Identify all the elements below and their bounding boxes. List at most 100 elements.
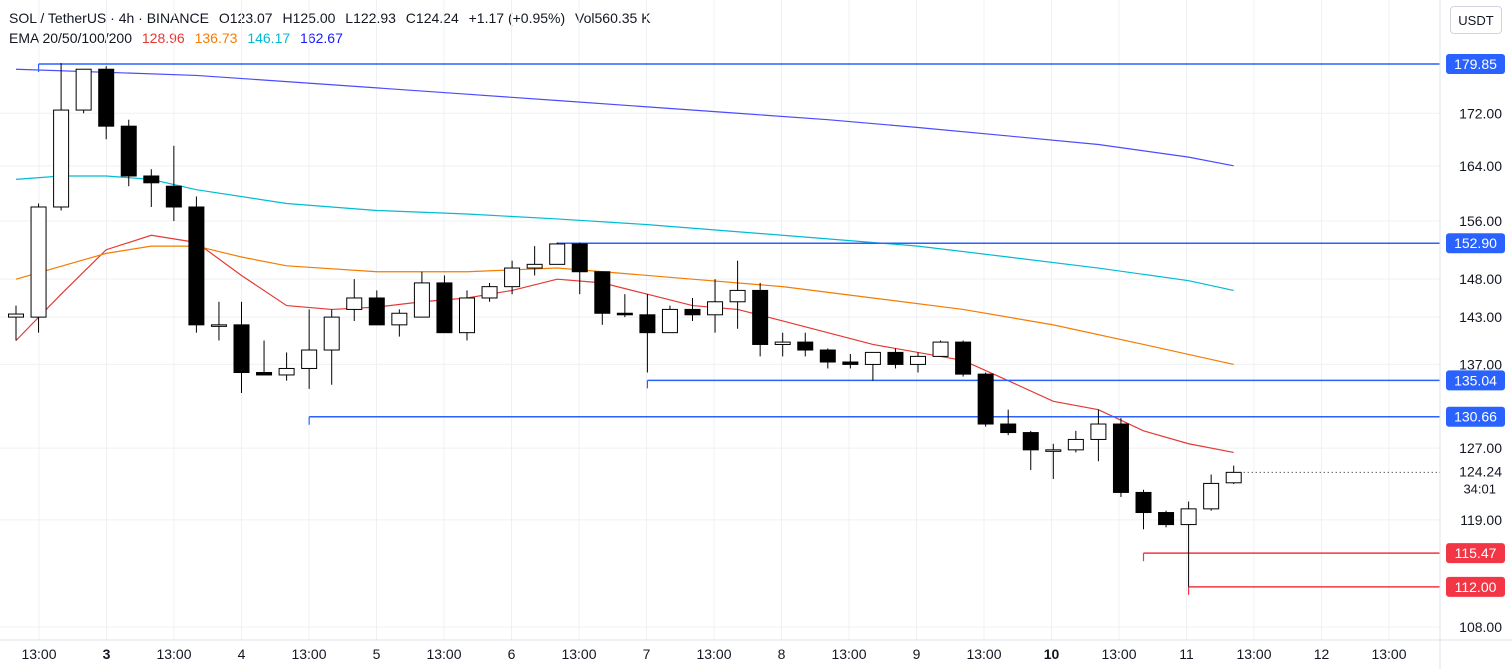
level-price-tag xyxy=(1446,543,1505,564)
candle-body xyxy=(368,297,385,326)
level-price-label: 115.47 xyxy=(1455,545,1497,561)
candle-body xyxy=(1135,491,1152,514)
level-price-label: 130.66 xyxy=(1454,409,1497,425)
candle-body xyxy=(752,289,769,345)
y-tick-label: 148.00 xyxy=(1459,271,1502,287)
x-tick-label: 6 xyxy=(508,646,516,662)
ema-100-value: 146.17 xyxy=(247,30,291,46)
candle-body xyxy=(571,243,588,273)
x-tick-label: 12 xyxy=(1314,646,1330,662)
ema-label: EMA 20/50/100/200 xyxy=(9,30,132,46)
candle-body xyxy=(910,355,926,365)
volume-value: Vol560.35 K xyxy=(575,10,651,26)
candle-body xyxy=(684,308,701,316)
x-tick-label: 11 xyxy=(1179,646,1194,662)
candle-body xyxy=(819,349,836,363)
candle-body xyxy=(233,324,250,374)
candle-body xyxy=(75,68,92,111)
candle-body xyxy=(707,301,724,316)
level-price-tag xyxy=(1446,54,1505,74)
candle-body xyxy=(143,175,160,184)
candle-body xyxy=(504,267,521,288)
change-value: +1.17 (+0.95%) xyxy=(468,10,566,26)
candle-body xyxy=(955,341,972,375)
candle-body xyxy=(188,206,205,326)
x-tick-label: 13:00 xyxy=(561,646,596,662)
y-tick-label: 137.00 xyxy=(1459,356,1502,372)
candles xyxy=(8,63,1242,587)
candle-body xyxy=(842,361,859,365)
x-tick-label: 13:00 xyxy=(966,646,1001,662)
candle-body xyxy=(256,372,273,376)
candle-body xyxy=(549,243,566,265)
ema-200-value: 162.67 xyxy=(300,30,343,46)
candle-body xyxy=(1225,471,1242,484)
candle-body xyxy=(301,349,318,369)
x-tick-label: 9 xyxy=(913,646,921,662)
price-unit-button[interactable]: USDT xyxy=(1450,6,1502,34)
candle-body xyxy=(616,312,633,316)
candle-body xyxy=(481,286,498,299)
candle-body xyxy=(1158,512,1175,526)
candle-body xyxy=(459,297,475,334)
candle-body xyxy=(278,367,295,376)
ohlc-header: SOL / TetherUS · 4h · BINANCE O123.07 H1… xyxy=(9,10,657,26)
candle-body xyxy=(1022,432,1039,451)
candle-body xyxy=(1000,423,1017,434)
candle-body xyxy=(346,297,363,310)
candle-body xyxy=(413,282,430,318)
x-tick-label: 13:00 xyxy=(831,646,866,662)
candle-body xyxy=(864,351,881,365)
close-value: C124.24 xyxy=(405,10,459,26)
x-tick-label: 13:00 xyxy=(426,646,461,662)
price-labels: 179.85 152.90 135.04 130.66 115.47 112.00 124.… xyxy=(1243,54,1505,597)
level-price-label: 179.85 xyxy=(1454,56,1497,72)
ema-line xyxy=(15,234,1234,454)
x-tick-label: 5 xyxy=(373,646,381,662)
x-tick-label: 10 xyxy=(1044,646,1060,662)
candle-body xyxy=(797,341,814,351)
bar-countdown-label: 34:01 xyxy=(1463,481,1496,496)
candle-body xyxy=(1090,423,1107,440)
candle-body xyxy=(120,125,137,177)
level-price-tag xyxy=(1446,576,1505,597)
candle-body xyxy=(1067,438,1084,451)
x-tick-label: 13:00 xyxy=(1371,646,1406,662)
open-value: O123.07 xyxy=(218,10,273,26)
ema-line xyxy=(15,245,1234,366)
ema-lines xyxy=(15,68,1234,454)
x-tick-label: 8 xyxy=(778,646,786,662)
low-value: L122.93 xyxy=(345,10,396,26)
x-tick-label: 4 xyxy=(238,646,246,662)
x-tick-label: 13:00 xyxy=(291,646,326,662)
x-tick-label: 13:00 xyxy=(1101,646,1136,662)
ema-legend[interactable]: EMA 20/50/100/200 128.96 136.73 146.17 1… xyxy=(9,30,349,46)
candle-body xyxy=(932,341,949,357)
x-tick-label: 13:00 xyxy=(1236,646,1271,662)
candle-body xyxy=(1203,482,1220,510)
ema-50-value: 136.73 xyxy=(194,30,238,46)
candle-body xyxy=(774,341,791,345)
candle-body xyxy=(1045,449,1062,452)
candle-body xyxy=(639,314,656,334)
candle-body xyxy=(165,185,182,208)
candle-body xyxy=(661,308,678,334)
symbol-label[interactable]: SOL / TetherUS · 4h · BINANCE xyxy=(9,10,209,26)
x-tick-label: 13:00 xyxy=(21,646,56,662)
x-tick-label: 13:00 xyxy=(156,646,191,662)
ema-line xyxy=(15,68,1234,167)
y-tick-label: 108.00 xyxy=(1459,619,1502,635)
grid-lines xyxy=(0,0,1440,640)
level-price-label: 152.90 xyxy=(1454,235,1497,251)
level-price-tag xyxy=(1446,233,1505,254)
candle-body xyxy=(323,316,340,351)
level-price-tag xyxy=(1446,370,1505,391)
y-tick-label: 172.00 xyxy=(1459,105,1502,121)
candle-body xyxy=(436,282,453,334)
candle-body xyxy=(98,68,115,127)
candle-body xyxy=(526,263,543,269)
level-lines[interactable] xyxy=(37,63,1440,595)
level-price-label: 112.00 xyxy=(1455,579,1497,595)
